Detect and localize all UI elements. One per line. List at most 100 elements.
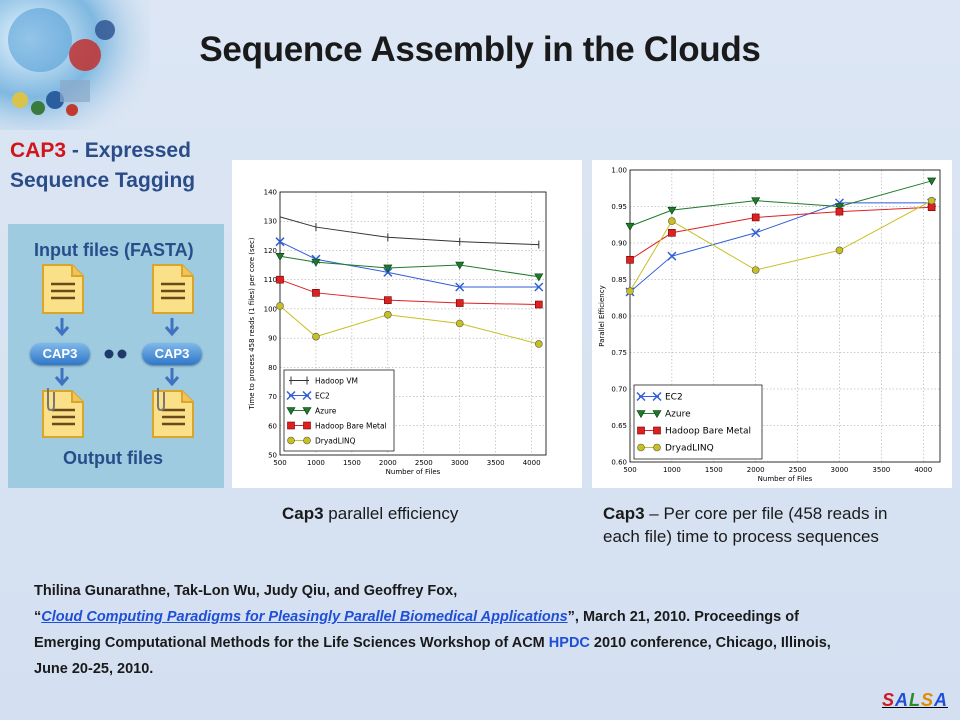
heading-rest: - Expressed [66,139,191,162]
left-caption-rest: parallel efficiency [323,504,459,523]
legend-marker [652,391,662,402]
salsa-letter: A [894,690,909,710]
arrow-down-icon [164,368,180,387]
citation-after-title: ”, March 21, 2010. Proceedings of [567,609,799,625]
legend: Hadoop VM EC2 Azure Hadoop Bare Metal DryadL… [283,369,395,452]
data-point [751,266,760,274]
x-tick-label: 3000 [831,466,849,474]
data-point [751,228,761,238]
series-dryadlinq [626,196,936,295]
legend-marker [303,436,311,445]
paper-title-link[interactable]: Cloud Computing Paradigms for Pleasingly… [41,609,568,625]
y-tick-label: 0.65 [611,422,627,430]
y-tick-label: 0.70 [611,386,627,394]
y-tick-label: 120 [264,247,277,255]
legend-marker [652,410,662,419]
citation-line4: June 20-25, 2010. [34,661,154,677]
legend-entry: Hadoop VM [315,377,358,386]
data-point [384,296,392,304]
y-tick-label: 0.95 [611,203,627,211]
data-point [455,261,465,270]
output-file-icon [152,388,194,438]
arrow-down-icon [54,318,70,337]
legend-marker [636,410,646,419]
left-caption-bold: Cap3 [282,504,324,523]
x-tick-label: 3500 [487,459,505,467]
data-point [311,258,321,267]
citation-line3-suffix: 2010 conference, Chicago, Illinois, [589,635,831,651]
data-point [276,302,284,310]
data-point [535,300,543,309]
legend-marker [653,426,661,435]
data-point [455,319,464,328]
y-tick-label: 110 [264,276,277,284]
input-files-label: Input files (FASTA) [34,240,194,260]
data-point [834,203,844,212]
time-chart-panel: 500 1000 1500 2000 2500 3000 3500 4000 50 60 70 80 9… [232,160,582,488]
data-point [626,255,634,264]
workflow-diagram: Input files (FASTA) CAP3 CAP3 [8,224,224,488]
citation-authors: Thilina Gunarathne, Tak-Lon Wu, Judy Qiu… [34,583,458,599]
x-tick-label: 2500 [789,466,807,474]
x-axis-label: Number of Files [758,475,813,483]
x-tick-label: 2500 [415,459,433,467]
data-point [275,252,285,261]
legend-marker [287,421,295,430]
data-point [927,177,937,186]
data-point [835,246,844,255]
citation-line3-prefix: Emerging Computational Methods for the L… [34,635,549,651]
x-tick-label: 2000 [379,459,397,467]
legend-entry: Azure [665,410,691,420]
series-azure [275,252,544,282]
x-tick-label: 500 [273,459,286,467]
citation-line2: “Cloud Computing Paradigms for Pleasingl… [34,604,934,630]
output-files-label: Output files [63,448,163,468]
data-point [455,299,464,307]
data-point [927,196,936,205]
salsa-letter: L [908,690,921,710]
logo-graphic [0,0,150,130]
legend-entry: Hadoop Bare Metal [665,427,751,437]
arrow-down-icon [164,318,180,337]
page-title: Sequence Assembly in the Clouds [199,30,761,69]
y-axis-label: Time to process 458 reads (1 files) per … [248,237,256,410]
time-per-core-chart: 500 1000 1500 2000 2500 3000 3500 4000 50 60 70 80 9… [248,189,547,476]
legend-marker [636,391,646,402]
series-line [629,200,932,292]
data-point [751,213,760,222]
data-point [667,206,677,215]
data-point [535,340,543,348]
legend-entry: DryadLINQ [315,437,356,446]
data-point [534,273,544,282]
right-caption-line2: each file) time to process sequences [603,527,879,546]
cap3-pill: CAP3 [30,343,90,365]
data-point [927,203,936,212]
legend-entry: EC2 [315,392,330,401]
data-point [751,197,761,206]
input-file-icon [42,264,84,314]
open-quote: “ [34,609,42,625]
x-axis-label: Number of Files [386,468,441,476]
output-file-icon [42,388,84,438]
salsa-letter: S [881,690,895,710]
arrow-down-icon [54,368,70,387]
series-line [279,241,539,288]
x-tick-label: 1500 [343,459,361,467]
cap3-heading: CAP3 - Expressed Sequence Tagging [10,136,225,196]
data-point [668,217,676,225]
y-tick-label: 0.60 [611,459,627,467]
y-tick-label: 0.85 [611,276,627,284]
y-tick-label: 100 [264,305,277,313]
salsa-logo[interactable]: SALSA [882,690,948,711]
x-tick-label: 500 [623,466,636,474]
x-tick-label: 2000 [747,466,765,474]
legend-entry: DryadLINQ [665,444,714,454]
y-axis-label: Parallel Efficiency [598,285,606,346]
right-caption: Cap3 – Per core per file (458 reads in e… [603,502,953,548]
left-caption: Cap3 parallel efficiency [282,502,458,525]
data-point [383,264,393,273]
right-caption-bold: Cap3 [603,504,645,523]
input-file-icon [152,264,194,314]
y-tick-label: 130 [264,218,277,226]
plot-frame [629,169,941,463]
